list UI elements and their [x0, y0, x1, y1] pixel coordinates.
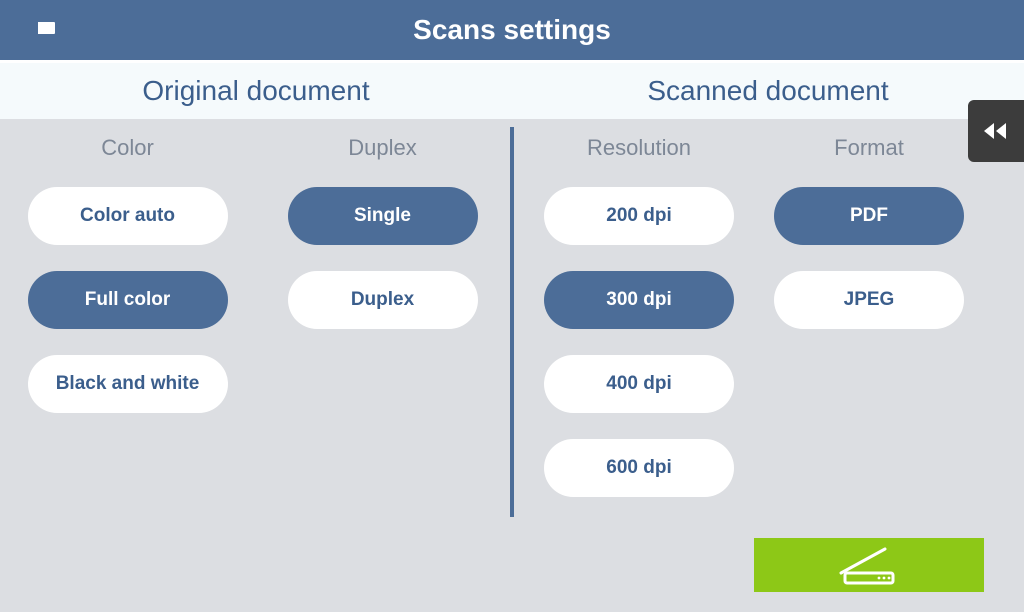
section-label-scanned: Scanned document	[512, 63, 1024, 119]
resolution-column-header: Resolution	[587, 135, 691, 161]
duplex-option-duplex[interactable]: Duplex	[288, 271, 478, 329]
format-option-jpeg[interactable]: JPEG	[774, 271, 964, 329]
subheader: Original document Scanned document	[0, 63, 1024, 119]
format-option-pdf[interactable]: PDF	[774, 187, 964, 245]
back-button[interactable]	[10, 8, 58, 48]
color-column: Color Color auto Full color Black and wh…	[0, 135, 255, 413]
color-column-header: Color	[101, 135, 154, 161]
content-area: Color Color auto Full color Black and wh…	[0, 119, 1024, 612]
color-option-full[interactable]: Full color	[28, 271, 228, 329]
header-bar: Scans settings	[0, 0, 1024, 60]
scanner-icon	[839, 543, 899, 587]
scanned-panel: Resolution 200 dpi 300 dpi 400 dpi 600 d…	[514, 119, 1024, 497]
duplex-column-header: Duplex	[348, 135, 416, 161]
duplex-column: Duplex Single Duplex	[255, 135, 510, 413]
resolution-option-400[interactable]: 400 dpi	[544, 355, 734, 413]
section-label-original: Original document	[0, 63, 512, 119]
resolution-option-200[interactable]: 200 dpi	[544, 187, 734, 245]
color-option-auto[interactable]: Color auto	[28, 187, 228, 245]
collapse-button[interactable]	[968, 100, 1024, 162]
resolution-option-600[interactable]: 600 dpi	[544, 439, 734, 497]
format-column: Format PDF JPEG	[744, 135, 974, 497]
page-title: Scans settings	[0, 14, 1024, 46]
format-column-header: Format	[834, 135, 904, 161]
rewind-icon	[982, 119, 1010, 143]
resolution-column: Resolution 200 dpi 300 dpi 400 dpi 600 d…	[514, 135, 744, 497]
scan-button[interactable]	[754, 538, 984, 592]
original-panel: Color Color auto Full color Black and wh…	[0, 119, 510, 413]
duplex-option-single[interactable]: Single	[288, 187, 478, 245]
resolution-option-300[interactable]: 300 dpi	[544, 271, 734, 329]
back-arrow-icon	[10, 8, 58, 48]
color-option-bw[interactable]: Black and white	[28, 355, 228, 413]
